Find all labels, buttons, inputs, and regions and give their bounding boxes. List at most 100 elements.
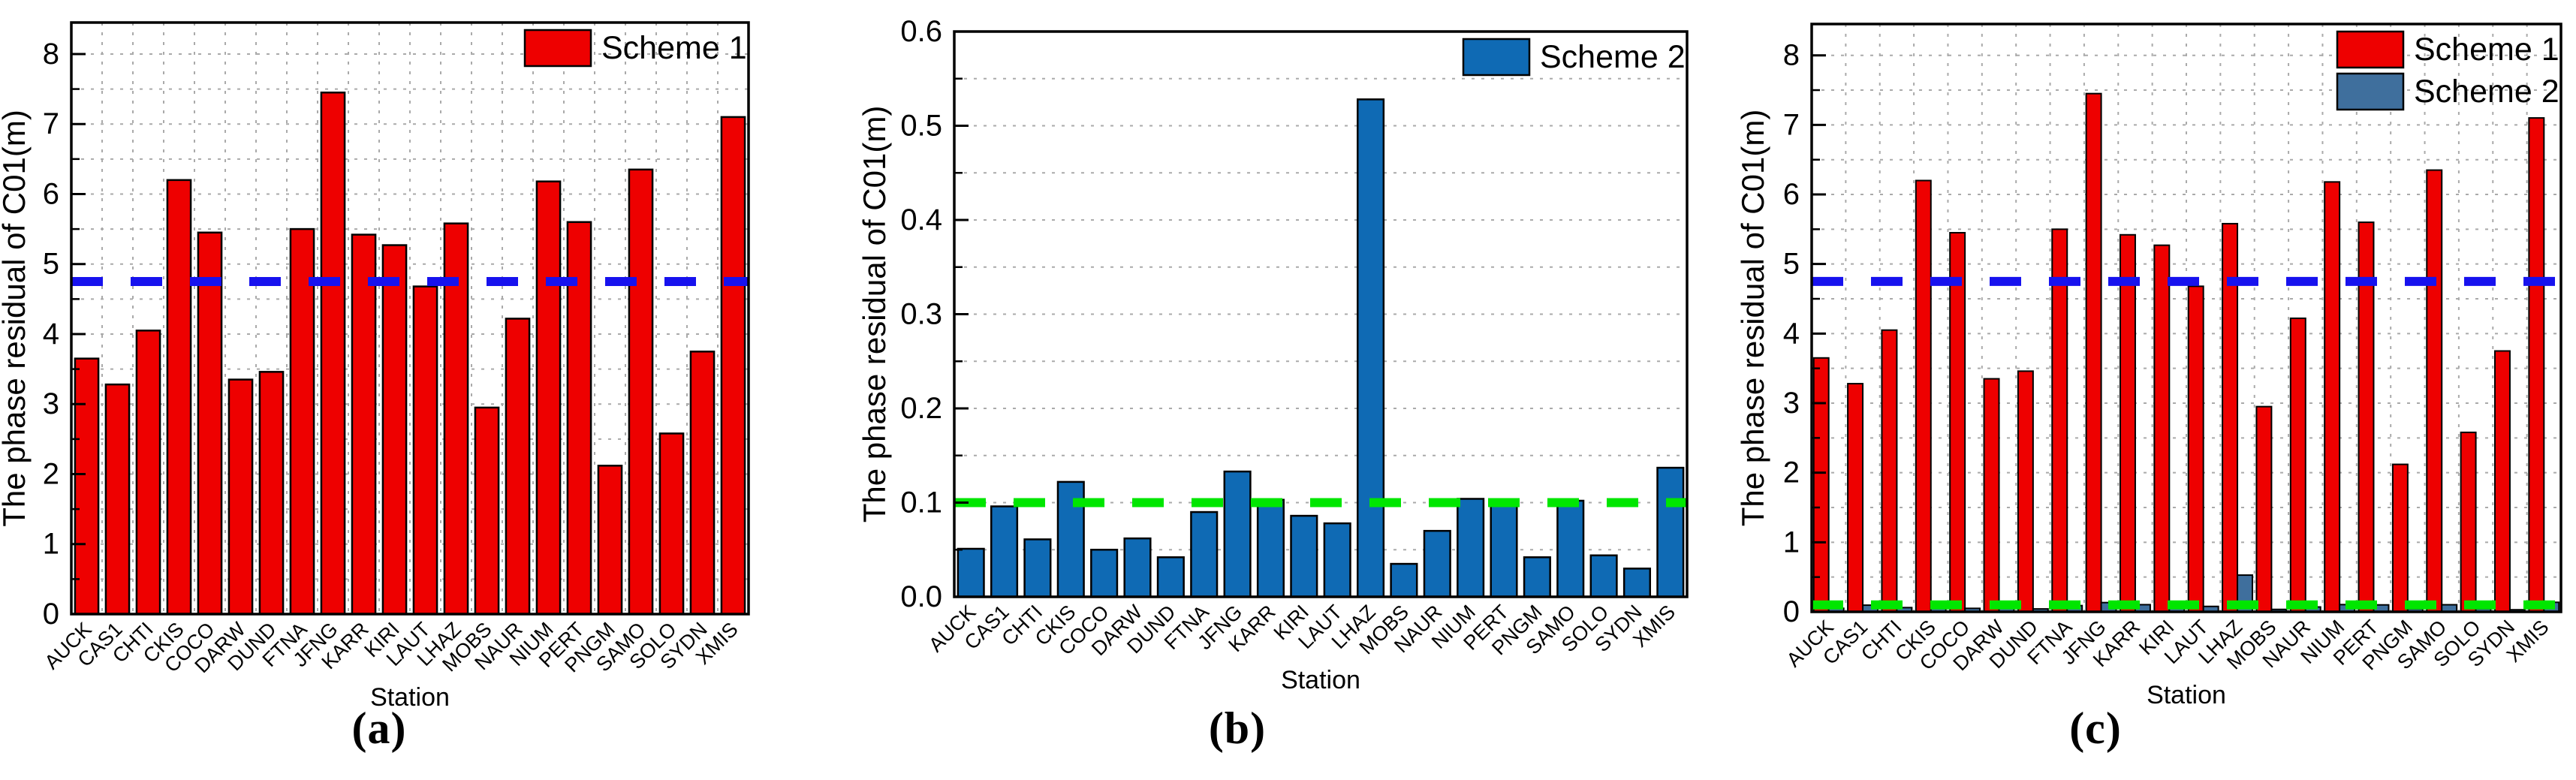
bar-scheme-2-KIRI bbox=[1290, 514, 1318, 598]
bar-scheme-1-PNGM bbox=[597, 465, 623, 616]
bars bbox=[957, 98, 1685, 598]
bar-scheme-2-SYDN bbox=[1622, 568, 1652, 598]
legend-swatch-scheme-1 bbox=[523, 29, 592, 68]
bar-scheme-2-MOBS bbox=[1390, 562, 1418, 598]
legend-swatch-scheme-2 bbox=[1462, 38, 1531, 77]
y-tick-label: 0 bbox=[1783, 595, 1800, 628]
y-tick-label: 7 bbox=[43, 107, 59, 140]
bar-scheme-2-CHTI bbox=[1023, 538, 1052, 598]
panel-caption-c: (c) bbox=[2069, 703, 2122, 753]
bar-scheme-2-COCO bbox=[1090, 549, 1119, 598]
bar-scheme-2-DARW bbox=[1123, 537, 1152, 598]
bar-scheme-1-PNGM bbox=[2391, 463, 2409, 613]
bar-scheme-2-JFNG bbox=[1223, 470, 1252, 598]
legend: Scheme 2 bbox=[1462, 38, 1686, 77]
legend-swatch-scheme-2 bbox=[2336, 72, 2405, 111]
bar-scheme-2-PNGM bbox=[1523, 556, 1551, 598]
chart-c-canvas: 0 1 2 3 4 5 6 7 8 AUCKCAS1CHTICKISCOCODARWDUNDFTN… bbox=[1735, 23, 2562, 709]
y-axis: 0.0 0.1 0.2 0.3 0.4 0.5 0.6 bbox=[900, 15, 969, 613]
chart-panel-c: 0 1 2 3 4 5 6 7 8 AUCK CAS1 CHTI CKIS COCO DARW DUND FTN… bbox=[1716, 0, 2574, 780]
bar-scheme-1-NIUM bbox=[535, 180, 562, 616]
bar-scheme-1-CKIS bbox=[1915, 179, 1932, 613]
bar-scheme-1-SOLO bbox=[2460, 431, 2477, 613]
bar-scheme-2-SAMO bbox=[1556, 499, 1585, 598]
bar-scheme-1-DUND bbox=[2017, 370, 2034, 613]
chart-panel-b: 0.0 0.1 0.2 0.3 0.4 0.5 0.6 AUCK CAS1 CHTI CKIS COC… bbox=[858, 0, 1716, 780]
bar-scheme-2-PERT bbox=[1490, 501, 1518, 598]
y-tick-label: 6 bbox=[43, 177, 59, 210]
legend-label: Scheme 2 bbox=[1540, 39, 1686, 75]
y-tick-label: 4 bbox=[43, 318, 59, 351]
bar-scheme-1-KARR bbox=[351, 233, 377, 616]
bar-scheme-1-FTNA bbox=[2051, 228, 2068, 613]
bar-scheme-1-SYDN bbox=[2493, 350, 2511, 613]
bar-scheme-1-XMIS bbox=[2528, 117, 2545, 613]
y-tick-label: 2 bbox=[1783, 456, 1800, 489]
y-tick-label: 1 bbox=[1783, 526, 1800, 559]
bar-scheme-1-DUND bbox=[258, 371, 285, 616]
legend-label: Scheme 2 bbox=[2414, 74, 2559, 110]
x-axis: AUCKCAS1CHTICKISCOCODARWDUNDFTNAJFNGKARR… bbox=[924, 601, 1680, 661]
bar-scheme-1-SAMO bbox=[628, 168, 654, 616]
y-axis-title: The phase residual of C01(m) bbox=[1735, 110, 1770, 527]
y-tick-label: 0.6 bbox=[900, 15, 942, 48]
plot-border bbox=[70, 21, 750, 616]
bar-scheme-2-LHAZ bbox=[1356, 98, 1385, 598]
bar-scheme-1-LAUT bbox=[2187, 285, 2204, 613]
bar-scheme-1-DARW bbox=[1983, 378, 2000, 613]
bar-scheme-1-LAUT bbox=[412, 285, 438, 616]
bar-scheme-1-XMIS bbox=[720, 116, 746, 616]
bar-scheme-1-LHAZ bbox=[443, 222, 469, 616]
y-tick-label: 2 bbox=[43, 457, 59, 490]
x-axis-title: Station bbox=[370, 683, 450, 712]
y-tick-label: 3 bbox=[43, 387, 59, 420]
y-tick-label: 8 bbox=[43, 38, 59, 71]
bar-scheme-2-NAUR bbox=[1423, 529, 1451, 598]
plot-border bbox=[1810, 23, 2562, 613]
bar-scheme-1-MOBS bbox=[2255, 405, 2273, 613]
bar-scheme-1-COCO bbox=[197, 231, 223, 616]
bar-scheme-1-CHTI bbox=[1881, 329, 1898, 613]
legend: Scheme 1 bbox=[523, 29, 747, 68]
x-axis-title: Station bbox=[2147, 681, 2226, 709]
y-tick-label: 0 bbox=[43, 598, 59, 631]
bar-scheme-1-SYDN bbox=[689, 351, 716, 616]
y-tick-label: 7 bbox=[1783, 108, 1800, 141]
x-axis-title: Station bbox=[1281, 666, 1360, 694]
panel-caption-b: (b) bbox=[1208, 703, 1267, 753]
y-tick-label: 6 bbox=[1783, 178, 1800, 211]
y-tick-label: 8 bbox=[1783, 39, 1800, 72]
bar-scheme-1-NIUM bbox=[2324, 181, 2341, 613]
bar-scheme-1-NAUR bbox=[505, 318, 531, 616]
panel-caption-a: (a) bbox=[351, 703, 407, 753]
y-tick-label: 0.3 bbox=[900, 298, 942, 331]
y-axis: 0 1 2 3 4 5 6 7 8 bbox=[1783, 39, 1826, 628]
bars bbox=[74, 92, 746, 616]
bar-scheme-1-SOLO bbox=[658, 432, 685, 616]
bar-scheme-1-JFNG bbox=[320, 92, 346, 616]
bar-scheme-2-XMIS bbox=[1656, 466, 1685, 598]
bar-scheme-1-AUCK bbox=[74, 357, 100, 616]
x-axis: AUCKCAS1CHTICKISCOCODARWDUNDFTNAJFNGKARR… bbox=[40, 618, 742, 678]
y-axis-title: The phase residual of C01(m) bbox=[0, 110, 32, 527]
legend-label: Scheme 1 bbox=[601, 30, 747, 66]
legend-swatch-scheme-1 bbox=[2336, 30, 2405, 69]
y-tick-label: 0.0 bbox=[900, 580, 942, 613]
bar-scheme-2-NIUM bbox=[1457, 498, 1485, 598]
bar-scheme-2-KARR bbox=[1256, 498, 1285, 598]
legend-label: Scheme 1 bbox=[2414, 32, 2559, 68]
bar-scheme-1-MOBS bbox=[474, 406, 500, 616]
bar-scheme-1-KIRI bbox=[2153, 244, 2171, 613]
legend: Scheme 1 Scheme 2 bbox=[2336, 30, 2559, 111]
y-tick-label: 3 bbox=[1783, 387, 1800, 420]
y-tick-label: 5 bbox=[1783, 248, 1800, 281]
y-axis: 0 1 2 3 4 5 6 7 8 bbox=[43, 38, 86, 631]
bar-scheme-2-DUND bbox=[1156, 556, 1185, 598]
y-tick-label: 4 bbox=[1783, 317, 1800, 350]
bar-scheme-1-CKIS bbox=[166, 179, 192, 616]
bar-scheme-2-CAS1 bbox=[990, 505, 1019, 598]
bar-scheme-1-NAUR bbox=[2289, 317, 2306, 613]
y-tick-label: 0.1 bbox=[900, 486, 942, 519]
bar-scheme-2-SOLO bbox=[1589, 554, 1618, 598]
